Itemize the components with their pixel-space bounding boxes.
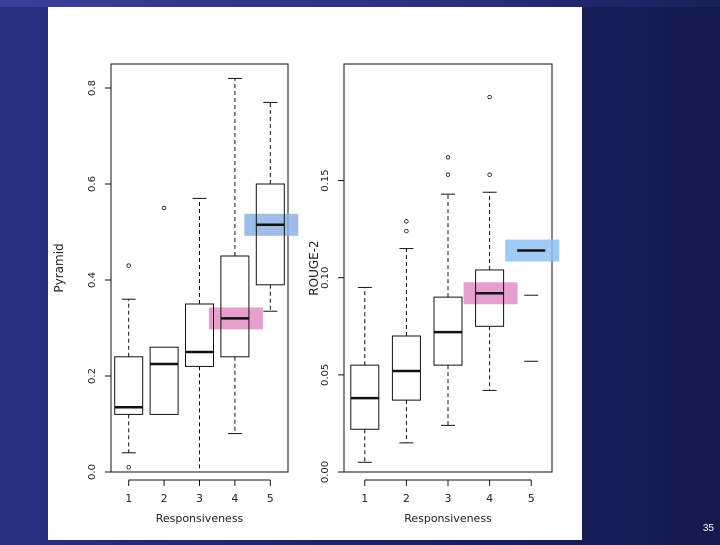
pyramid-xtick-label-3: 3 [196,492,203,505]
pyramid-xaxis-title: Responsiveness [156,512,244,525]
pyramid-ytick-label: 0.8 [87,80,98,96]
rouge2-ytick-label: 0.00 [320,461,331,483]
pyramid-ytick-label: 0.6 [87,176,98,192]
pyramid-box-5 [255,183,285,286]
boxplot-figure: 0.0 0.2 0.4 0.6 0.8 1 2 3 4 5 Responsiveness Pyrami… [52,63,560,525]
rouge2-xtick-label-3: 3 [445,492,452,505]
pyramid-xtick-label-4: 4 [231,492,238,505]
rouge2-xaxis-title: Responsiveness [404,512,492,525]
rouge2-ytick-label: 0.05 [320,364,331,386]
figure-panel: 0.0 0.2 0.4 0.6 0.8 1 2 3 4 5 Responsiveness Pyrami… [48,7,582,540]
pyramid-ytick-label: 0.4 [87,272,98,288]
rouge2-box-2-outlier [404,219,409,224]
rouge2-xtick-label-5: 5 [528,492,535,505]
pyramid-xtick-label-2: 2 [161,492,168,505]
rouge2-ytick-label: 0.10 [320,267,331,289]
rouge2-xtick-label-4: 4 [486,492,493,505]
pyramid-xtick-label-1: 1 [125,492,132,505]
pyramid-yaxis-title: Pyramid [52,243,66,292]
pyramid-ytick-label: 0.0 [87,464,98,480]
pyramid-box-1-outlier [126,465,131,470]
top-accent-bar [0,0,720,7]
rouge2-xtick-label-2: 2 [403,492,410,505]
pyramid-box-3 [185,303,214,367]
rouge2-plot-frame [343,63,553,473]
rouge2-box-3-outlier [445,155,451,160]
rouge2-box-2 [391,335,421,401]
pyramid-box-4 [220,255,250,358]
pyramid-xtick-label-5: 5 [267,492,274,505]
rouge2-box-4 [475,269,505,327]
pyramid-box-2 [149,346,179,415]
pyramid-box-1-outlier [126,263,131,268]
pyramid-ytick-label: 0.2 [87,368,98,384]
rouge2-xtick-label-1: 1 [361,492,368,505]
rouge2-ytick-label: 0.15 [320,169,331,191]
pyramid-box-1 [114,356,144,415]
rouge2-box-3-outlier [445,172,451,177]
pyramid-box-2-outlier [161,205,167,211]
rouge2-box-2-outlier [404,228,409,234]
page-number: 35 [702,523,714,534]
rouge2-box-4-outlier [487,94,492,100]
rouge2-yaxis-title: ROUGE-2 [307,240,321,295]
rouge2-box-4-outlier [487,172,492,177]
